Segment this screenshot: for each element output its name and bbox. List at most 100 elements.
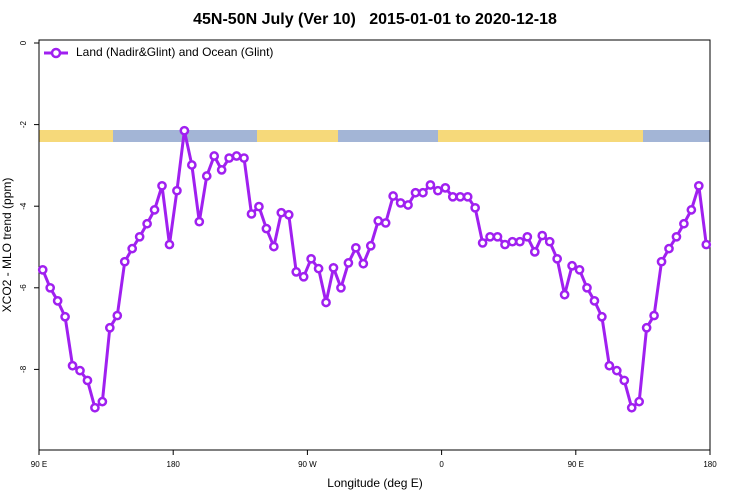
x-tick-label: 90 E — [568, 460, 584, 469]
data-point — [224, 153, 234, 163]
y-tick-label: 0 — [19, 40, 28, 45]
data-point — [149, 205, 160, 215]
data-point — [529, 247, 540, 257]
data-point — [172, 185, 182, 196]
x-tick-label: 180 — [703, 460, 717, 469]
data-point — [112, 310, 123, 321]
data-point — [552, 253, 563, 264]
data-point — [701, 239, 712, 250]
data-point — [470, 202, 480, 213]
data-point — [664, 243, 674, 254]
data-point — [209, 151, 220, 161]
data-point — [246, 209, 257, 219]
data-point — [425, 180, 436, 190]
data-point — [455, 191, 466, 202]
data-point — [462, 191, 473, 202]
data-point — [261, 223, 272, 234]
data-point — [485, 231, 495, 242]
data-point — [164, 239, 175, 250]
data-point — [82, 375, 93, 386]
data-point — [97, 396, 108, 407]
y-tick-label: -8 — [19, 365, 28, 373]
data-point — [194, 216, 205, 227]
data-point — [328, 262, 339, 273]
data-point — [216, 165, 227, 175]
data-point — [67, 360, 78, 371]
data-point — [433, 185, 443, 196]
data-point — [634, 396, 645, 407]
data-point — [522, 231, 533, 242]
x-tick-label: 90 W — [298, 460, 317, 469]
data-point — [90, 402, 100, 413]
data-point — [306, 253, 316, 264]
data-point — [641, 322, 652, 333]
y-axis-label: XCO2 - MLO trend (ppm) — [0, 178, 14, 313]
data-point — [619, 375, 630, 386]
data-point — [276, 207, 287, 218]
data-point — [559, 289, 570, 300]
data-point — [589, 296, 600, 306]
y-tick-label: -4 — [19, 202, 28, 210]
data-point — [186, 160, 197, 170]
data-point — [574, 264, 585, 275]
data-point — [693, 180, 704, 191]
y-tick-label: -2 — [19, 120, 28, 128]
data-point — [395, 198, 406, 208]
data-point — [373, 216, 384, 226]
data-point — [45, 282, 56, 293]
data-point — [134, 231, 145, 242]
data-point — [351, 242, 361, 253]
data-point — [500, 239, 510, 250]
data-point — [567, 260, 577, 271]
data-point — [52, 296, 63, 306]
data-point — [447, 191, 458, 202]
data-point — [336, 282, 346, 293]
data-point — [365, 240, 376, 251]
data-point — [179, 125, 190, 136]
data-point — [649, 310, 659, 321]
data-point — [291, 267, 302, 277]
data-point — [321, 297, 331, 308]
data-point — [201, 171, 212, 181]
legend-marker — [50, 47, 62, 59]
legend: Land (Nadir&Glint) and Ocean (Glint) — [44, 45, 273, 59]
x-axis-label: Longitude (deg E) — [327, 476, 422, 490]
data-point — [656, 256, 667, 267]
data-point — [142, 218, 152, 229]
data-point — [418, 187, 428, 198]
data-point — [231, 151, 242, 161]
data-point — [380, 218, 391, 228]
data-point — [626, 402, 637, 413]
data-point — [492, 231, 503, 242]
data-point — [544, 236, 555, 247]
data-point — [611, 365, 622, 376]
data-point — [507, 236, 518, 247]
x-tick-label: 180 — [167, 460, 181, 469]
x-tick-label: 90 E — [31, 460, 47, 469]
data-point — [686, 205, 697, 215]
data-point — [298, 271, 309, 282]
data-point — [388, 191, 398, 201]
x-tick-label: 0 — [439, 460, 444, 469]
data-point — [75, 365, 85, 376]
y-tick-label: -6 — [19, 284, 28, 292]
data-point — [269, 241, 279, 252]
data-point — [440, 182, 451, 193]
data-point — [60, 311, 70, 322]
map-strip — [39, 130, 710, 142]
data-point — [313, 263, 324, 274]
legend-label: Land (Nadir&Glint) and Ocean (Glint) — [76, 45, 273, 59]
data-point — [582, 282, 592, 293]
data-point — [104, 322, 115, 333]
chart-title: 45N-50N July (Ver 10) 2015-01-01 to 2020… — [193, 11, 557, 28]
data-point — [477, 238, 488, 248]
data-point — [343, 258, 354, 268]
data-point — [403, 200, 413, 210]
data-point — [119, 256, 130, 267]
data-point — [410, 187, 421, 198]
data-point — [679, 218, 689, 229]
data-point — [604, 360, 615, 371]
data-point — [157, 180, 167, 191]
data-point — [671, 231, 682, 242]
